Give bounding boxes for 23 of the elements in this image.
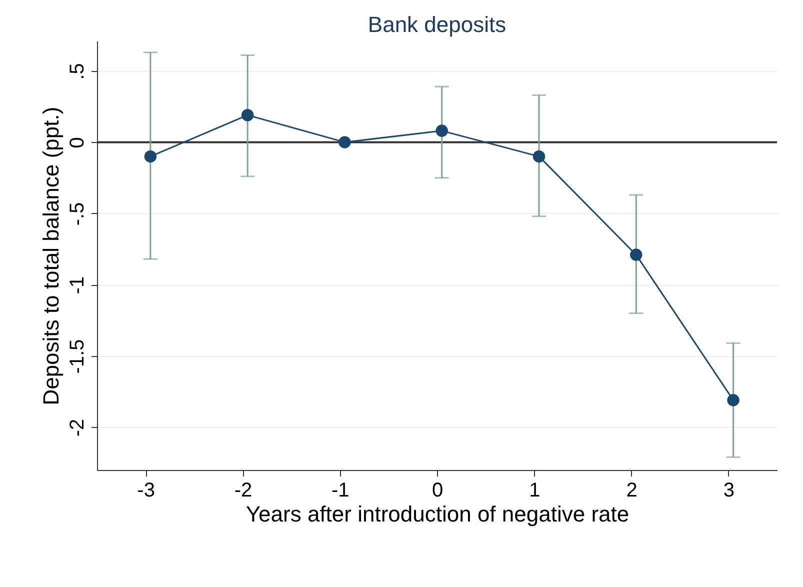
x-tick-label: -3 xyxy=(137,480,155,502)
point xyxy=(727,394,740,406)
point xyxy=(241,109,254,122)
x-tick-label: 0 xyxy=(432,480,444,502)
y-axis-title: Deposits to total balance (ppt.) xyxy=(38,106,64,406)
y-tick-label: -2 xyxy=(66,418,88,437)
y-tick-label: .5 xyxy=(66,63,88,80)
point xyxy=(144,150,157,163)
point xyxy=(532,150,546,163)
chart-title: Bank deposits xyxy=(368,12,506,37)
x-tick-label: -1 xyxy=(331,480,350,502)
x-tick-label: 2 xyxy=(626,480,638,502)
point xyxy=(436,124,448,137)
point xyxy=(630,248,642,261)
y-tick-label: -1.5 xyxy=(66,339,88,374)
y-tick-label: -.5 xyxy=(66,202,88,226)
y-tick-label: -1 xyxy=(66,276,88,294)
x-tick-label: 1 xyxy=(529,480,540,502)
x-tick-label: -2 xyxy=(234,480,252,502)
x-axis-title: Years after introduction of negative rate xyxy=(246,502,630,526)
point xyxy=(338,136,351,148)
x-tick-label: 3 xyxy=(723,480,734,502)
y-tick-label: 0 xyxy=(66,137,88,148)
